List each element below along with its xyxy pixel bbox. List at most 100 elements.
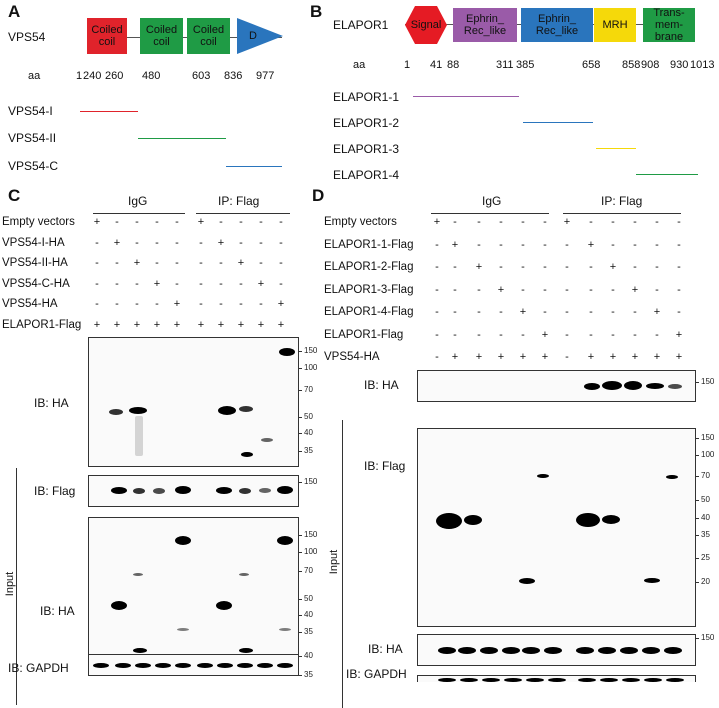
blot-label: IB: GAPDH	[346, 667, 407, 681]
condition-sign: -	[279, 236, 283, 249]
condition-row-label: ELAPOR1-Flag	[324, 328, 404, 341]
mw-tick	[695, 518, 699, 519]
condition-row-label: ELAPOR1-1-Flag	[324, 238, 414, 251]
fragment-label: ELAPOR1-4	[333, 168, 400, 182]
condition-sign: -	[565, 306, 569, 318]
condition-sign: -	[521, 328, 525, 341]
condition-sign: -	[633, 261, 637, 273]
blot-label: IB: HA	[368, 642, 403, 656]
condition-sign: +	[587, 238, 595, 251]
condition-sign: -	[259, 216, 263, 228]
condition-sign: -	[155, 216, 159, 228]
backbone-line	[87, 37, 282, 38]
position-label: 930	[670, 59, 689, 71]
mw-label: 20	[701, 577, 710, 586]
mw-label: 70	[304, 566, 313, 575]
condition-sign: -	[477, 216, 481, 228]
condition-sign: -	[477, 306, 481, 318]
condition-sign: -	[565, 328, 569, 341]
mw-tick	[298, 451, 302, 452]
mw-label: 70	[701, 471, 710, 480]
mw-tick	[298, 599, 302, 600]
condition-sign: -	[453, 283, 457, 296]
condition-sign: -	[199, 298, 203, 310]
input-label: Input	[4, 571, 17, 597]
condition-sign: +	[237, 257, 245, 269]
mw-tick	[298, 535, 302, 536]
condition-sign: -	[95, 277, 99, 290]
condition-sign: +	[653, 351, 661, 363]
condition-sign: +	[133, 318, 141, 331]
position-label: 836	[224, 70, 243, 82]
position-label: 385	[516, 59, 535, 71]
group-label-igg: IgG	[482, 194, 502, 208]
condition-sign: -	[199, 277, 203, 290]
mw-label: 100	[304, 363, 318, 372]
condition-sign: +	[93, 318, 101, 331]
condition-sign: -	[155, 298, 159, 310]
condition-sign: -	[135, 298, 139, 310]
position-label: 603	[192, 70, 211, 82]
condition-sign: -	[435, 283, 439, 296]
condition-sign: -	[565, 261, 569, 273]
fragment-line-purple	[413, 96, 519, 97]
condition-sign: -	[499, 328, 503, 341]
condition-sign: -	[239, 236, 243, 249]
condition-sign: -	[589, 283, 593, 296]
blot-label: IB: HA	[34, 396, 69, 410]
condition-sign: +	[173, 318, 181, 331]
d-domain-label: D	[249, 30, 257, 42]
aa-label: aa	[353, 59, 366, 71]
condition-sign: +	[277, 318, 285, 331]
position-label: 41	[430, 59, 443, 71]
input-label: Input	[328, 549, 341, 575]
blot-label: IB: HA	[40, 604, 75, 618]
fragment-line-blue	[523, 122, 593, 123]
fragment-line-yellow	[596, 148, 636, 149]
mw-label: 40	[304, 651, 313, 660]
condition-sign: -	[175, 236, 179, 249]
mw-tick	[298, 552, 302, 553]
position-label: 1	[76, 70, 83, 82]
signal-domain-hexagon	[405, 6, 447, 44]
mw-tick	[298, 656, 302, 657]
condition-sign: -	[611, 328, 615, 341]
condition-sign: -	[435, 306, 439, 318]
condition-sign: +	[519, 351, 527, 363]
fragment-label: ELAPOR1-3	[333, 142, 400, 156]
condition-sign: -	[565, 238, 569, 251]
condition-sign: -	[95, 236, 99, 249]
condition-row-label: Empty vectors	[2, 216, 75, 228]
mw-tick	[695, 438, 699, 439]
mw-tick	[695, 476, 699, 477]
mrh-domain: MRH	[594, 8, 636, 42]
condition-sign: -	[155, 257, 159, 269]
condition-sign: -	[477, 238, 481, 251]
mw-tick	[298, 571, 302, 572]
condition-sign: -	[677, 283, 681, 296]
condition-sign: +	[217, 318, 225, 331]
group-bracket	[431, 213, 549, 214]
mw-tick	[298, 482, 302, 483]
position-label: 858	[622, 59, 641, 71]
panel-letter: C	[8, 186, 21, 205]
condition-sign: -	[239, 216, 243, 228]
group-bracket	[93, 213, 185, 214]
condition-sign: +	[451, 351, 459, 363]
condition-sign: +	[433, 216, 441, 228]
mw-label: 50	[701, 495, 710, 504]
input-bracket	[16, 468, 17, 705]
mw-label: 40	[304, 610, 313, 619]
condition-sign: -	[499, 306, 503, 318]
blot-gapdh	[88, 654, 299, 676]
mw-tick	[695, 535, 699, 536]
condition-row-label: VPS54-HA	[324, 351, 380, 363]
mw-tick	[298, 368, 302, 369]
condition-sign: -	[279, 257, 283, 269]
fragment-line-green	[636, 174, 698, 175]
position-label: 658	[582, 59, 601, 71]
condition-sign: -	[199, 257, 203, 269]
condition-sign: -	[499, 261, 503, 273]
condition-sign: -	[435, 238, 439, 251]
condition-sign: +	[173, 298, 181, 310]
